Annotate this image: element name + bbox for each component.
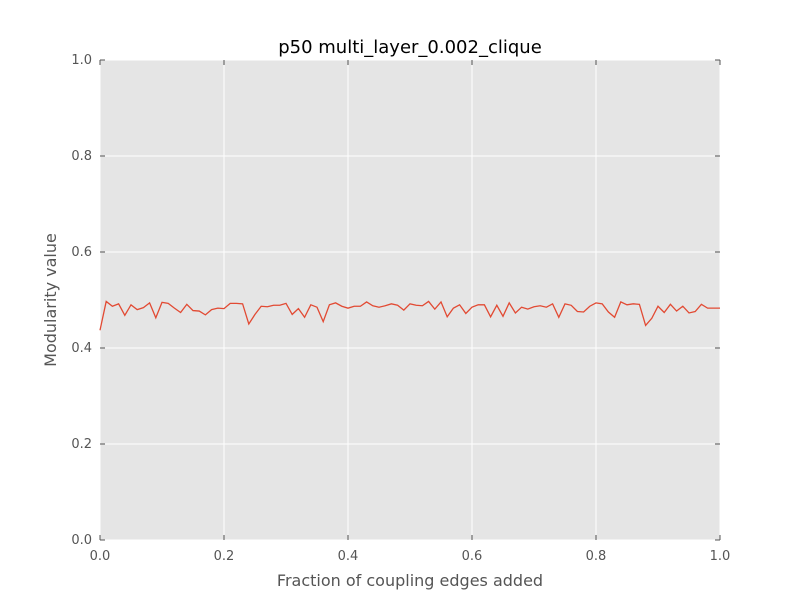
series-line <box>99 300 720 331</box>
y-tick-label: 0.8 <box>71 149 92 164</box>
x-tick-label: 0.6 <box>462 549 483 564</box>
y-tick-label: 1.0 <box>71 53 92 68</box>
x-tick-label: 0.8 <box>586 549 607 564</box>
axis-ticks <box>99 59 721 541</box>
y-tick-label: 0.4 <box>71 341 92 356</box>
plot-area <box>100 60 720 540</box>
y-tick-label: 0.0 <box>71 533 92 548</box>
x-tick-label: 0.4 <box>338 549 359 564</box>
tick-labels: 0.0 0.2 0.4 0.6 0.8 1.0 0.0 0.2 0.4 0.6 0.8 1.0 <box>71 53 730 564</box>
y-axis-label: Modularity value <box>41 233 60 367</box>
x-tick-label: 1.0 <box>710 549 731 564</box>
chart-title: p50 multi_layer_0.002_clique <box>278 37 542 58</box>
x-tick-label: 0.2 <box>214 549 235 564</box>
grid-lines <box>99 59 721 541</box>
x-axis-label: Fraction of coupling edges added <box>277 571 543 590</box>
y-tick-label: 0.2 <box>71 437 92 452</box>
y-tick-label: 0.6 <box>71 245 92 260</box>
x-tick-label: 0.0 <box>90 549 111 564</box>
